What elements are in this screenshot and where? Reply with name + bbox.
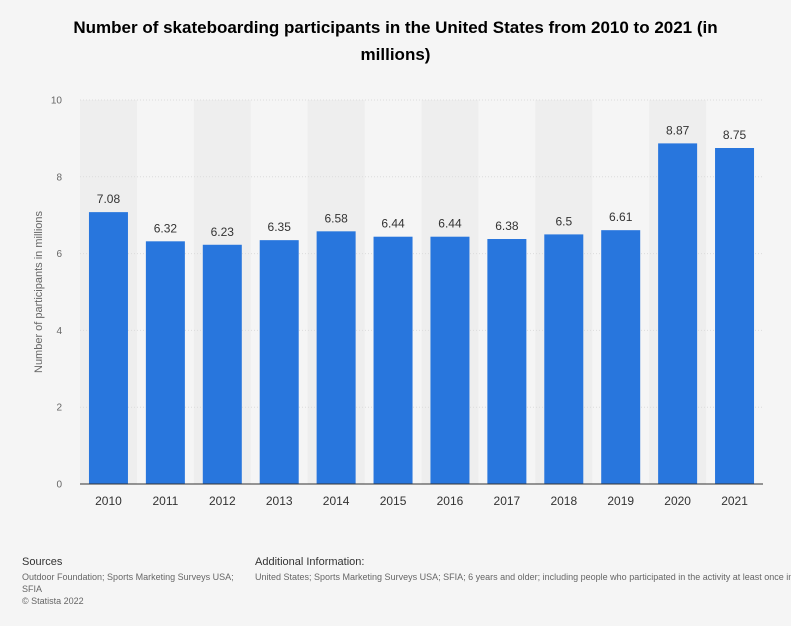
value-label: 8.87 xyxy=(666,123,690,137)
value-label: 7.08 xyxy=(97,192,121,206)
sources-text: Outdoor Foundation; Sports Marketing Sur… xyxy=(22,572,234,594)
y-tick-label: 2 xyxy=(56,403,62,414)
value-label: 6.32 xyxy=(154,221,178,235)
additional-info-text: United States; Sports Marketing Surveys … xyxy=(255,572,791,582)
x-tick-label: 2014 xyxy=(323,494,350,508)
chart-title: Number of skateboarding participants in … xyxy=(73,18,718,64)
sources-block: Sources Outdoor Foundation; Sports Marke… xyxy=(22,556,237,607)
value-label: 6.23 xyxy=(211,225,235,239)
x-tick-label: 2013 xyxy=(266,494,293,508)
x-tick-label: 2017 xyxy=(494,494,521,508)
x-tick-label: 2016 xyxy=(437,494,464,508)
x-tick-label: 2018 xyxy=(550,494,577,508)
bar-2020[interactable] xyxy=(658,143,698,484)
value-label: 6.35 xyxy=(268,220,292,234)
bar-2018[interactable] xyxy=(544,234,584,484)
x-tick-label: 2020 xyxy=(664,494,691,508)
additional-info-block: Additional Information: United States; S… xyxy=(255,556,791,583)
value-label: 6.61 xyxy=(609,210,633,224)
value-label: 6.58 xyxy=(324,211,348,225)
copyright: © Statista 2022 xyxy=(22,596,84,606)
x-tick-label: 2011 xyxy=(152,494,178,508)
y-tick-label: 4 xyxy=(56,326,62,337)
bar-2017[interactable] xyxy=(487,239,527,484)
x-tick-label: 2012 xyxy=(209,494,236,508)
bar-2015[interactable] xyxy=(373,236,413,484)
value-label: 6.44 xyxy=(381,217,405,231)
bar-2010[interactable] xyxy=(88,212,128,485)
bar-2019[interactable] xyxy=(601,230,641,484)
bar-2013[interactable] xyxy=(259,240,299,484)
y-tick-label: 6 xyxy=(56,249,62,260)
y-axis-ticks: 0 2 4 6 8 10 xyxy=(51,96,63,491)
additional-info-heading: Additional Information: xyxy=(255,556,365,568)
value-label: 6.38 xyxy=(495,219,519,233)
bars xyxy=(88,143,755,485)
value-label: 6.44 xyxy=(438,217,462,231)
bar-2016[interactable] xyxy=(430,236,470,484)
x-tick-label: 2019 xyxy=(607,494,634,508)
y-tick-label: 8 xyxy=(56,172,62,183)
x-tick-label: 2010 xyxy=(95,494,122,508)
x-tick-label: 2021 xyxy=(721,494,748,508)
bar-2011[interactable] xyxy=(145,241,185,484)
x-tick-label: 2015 xyxy=(380,494,407,508)
value-label: 6.5 xyxy=(555,214,572,228)
x-axis-labels: 2010 2011 2012 2013 2014 2015 2016 2017 2018 2019… xyxy=(95,494,748,508)
sources-heading: Sources xyxy=(22,556,63,568)
bar-2012[interactable] xyxy=(202,244,242,484)
y-axis-title: Number of participants in millions xyxy=(33,210,45,373)
bar-2014[interactable] xyxy=(316,231,356,484)
value-label: 8.75 xyxy=(723,128,747,142)
value-labels: 7.08 6.32 6.23 6.35 6.58 6.44 6.44 6.38 6.5 6.61 8… xyxy=(97,123,747,238)
bar-2021[interactable] xyxy=(715,148,755,484)
y-tick-label: 0 xyxy=(56,480,62,491)
y-tick-label: 10 xyxy=(51,96,63,107)
